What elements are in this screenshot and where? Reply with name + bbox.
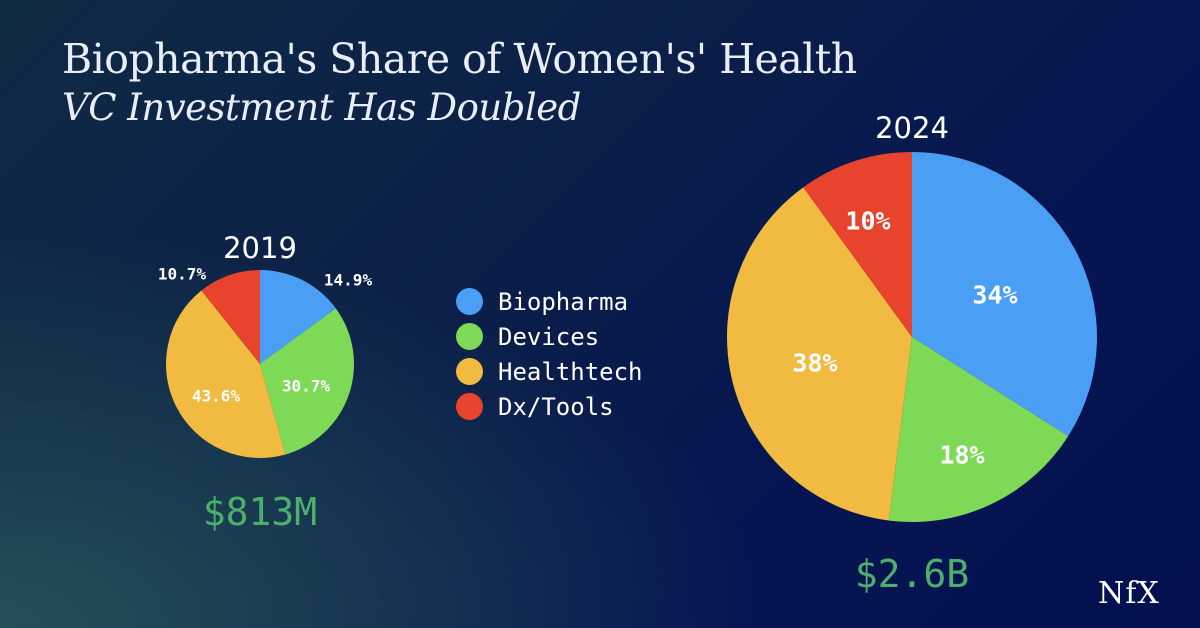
- pie-value-label-2019-devices: 30.7%: [282, 377, 331, 396]
- pie-total-2019: $813M: [203, 490, 317, 534]
- pie-slice-2024-dx-tools: [803, 152, 912, 337]
- pie-title-2024: 2024: [875, 111, 949, 145]
- legend-swatch-devices: [456, 323, 483, 350]
- pie-slice-2024-devices: [888, 337, 1069, 522]
- pie-value-label-2024-devices: 18%: [939, 441, 984, 470]
- pie-value-label-2024-biopharma: 34%: [972, 281, 1017, 310]
- pie-slice-2019-devices: [260, 308, 354, 455]
- legend-label-devices: Devices: [498, 322, 600, 351]
- pie-value-label-2019-biopharma: 14.9%: [324, 271, 373, 290]
- pie-value-label-2024-healthtech: 38%: [792, 349, 837, 378]
- pie-slice-2019-biopharma: [260, 270, 336, 364]
- legend-label-biopharma: Biopharma: [498, 287, 629, 316]
- legend-swatch-biopharma: [456, 288, 483, 315]
- pie-value-label-2024-dx-tools: 10%: [845, 207, 890, 236]
- legend-label-healthtech: Healthtech: [498, 357, 643, 386]
- pie-total-2024: $2.6B: [855, 552, 969, 596]
- legend-item-biopharma: Biopharma: [456, 284, 643, 319]
- legend-item-dx-tools: Dx/Tools: [456, 389, 643, 424]
- pie-value-label-2019-dx-tools: 10.7%: [158, 265, 207, 284]
- page-subtitle: VC Investment Has Doubled: [62, 86, 581, 129]
- legend-item-devices: Devices: [456, 319, 643, 354]
- pie-slice-2019-dx-tools: [201, 270, 260, 364]
- legend-label-dx-tools: Dx/Tools: [498, 392, 614, 421]
- legend-item-healthtech: Healthtech: [456, 354, 643, 389]
- legend-swatch-healthtech: [456, 358, 483, 385]
- pie-slice-2019-healthtech: [165, 290, 286, 458]
- page-title: Biopharma's Share of Women's' Health: [62, 35, 857, 83]
- legend: Biopharma Devices Healthtech Dx/Tools: [456, 284, 643, 424]
- title-block: Biopharma's Share of Women's' Health VC …: [62, 34, 857, 132]
- pie-slice-2024-healthtech: [726, 187, 912, 521]
- pie-slice-2024-biopharma: [912, 152, 1098, 437]
- pie-title-2019: 2019: [223, 231, 297, 265]
- legend-swatch-dx-tools: [456, 393, 483, 420]
- pie-value-label-2019-healthtech: 43.6%: [192, 387, 241, 406]
- nfx-logo: NfX: [1098, 576, 1160, 611]
